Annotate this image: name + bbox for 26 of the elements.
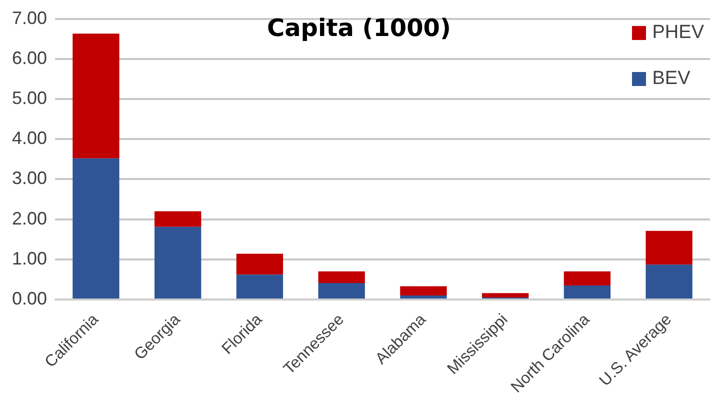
- bar: [72, 158, 120, 298]
- bar: [236, 254, 284, 275]
- bar: [318, 271, 365, 284]
- y-tick-label: 6.00: [12, 48, 48, 68]
- bar: [400, 295, 447, 298]
- legend-label: BEV: [651, 67, 692, 91]
- bar: [646, 230, 692, 265]
- bar: [72, 34, 120, 158]
- y-tick-label: 7.00: [12, 8, 48, 28]
- bar: [318, 283, 365, 298]
- bar: [564, 271, 611, 286]
- bar: [236, 274, 284, 298]
- y-tick-label: 0.00: [12, 288, 48, 308]
- bar: [564, 285, 611, 298]
- bar: [154, 226, 202, 298]
- y-tick-label: 3.00: [12, 168, 48, 188]
- bar: [400, 286, 447, 296]
- y-tick-label: 4.00: [12, 128, 48, 148]
- bar: [482, 293, 529, 298]
- y-tick-label: 1.00: [12, 248, 48, 268]
- chart-title: Capita (1000): [267, 14, 451, 42]
- bar: [646, 264, 692, 298]
- y-tick-label: 2.00: [12, 208, 48, 228]
- legend-label: PHEV: [651, 21, 704, 45]
- bar: [154, 211, 202, 227]
- y-tick-label: 5.00: [12, 88, 48, 108]
